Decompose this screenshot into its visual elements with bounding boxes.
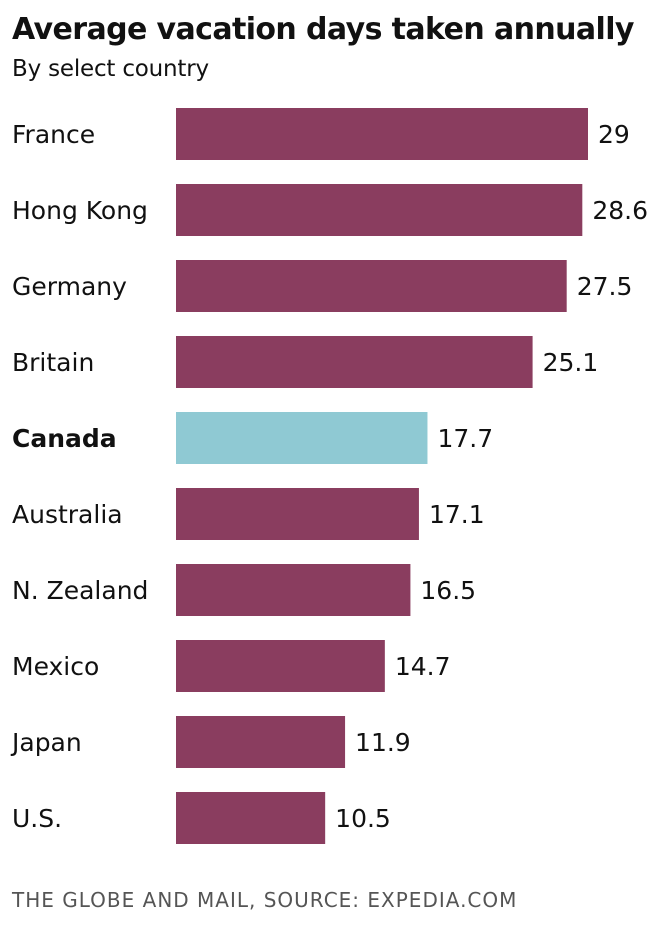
- chart-title: Average vacation days taken annually: [12, 12, 634, 47]
- category-label-japan: Japan: [10, 728, 82, 757]
- category-label-britain: Britain: [12, 348, 94, 377]
- bar-germany: [176, 260, 567, 312]
- value-label-australia: 17.1: [429, 500, 485, 529]
- value-label-britain: 25.1: [543, 348, 599, 377]
- bar-u-s: [176, 792, 326, 844]
- category-label-u-s: U.S.: [12, 804, 62, 833]
- value-label-hong-kong: 28.6: [592, 196, 648, 225]
- bar-mexico: [176, 640, 385, 692]
- bar-hong-kong: [176, 184, 583, 236]
- bar-n-zealand: [176, 564, 411, 616]
- category-label-hong-kong: Hong Kong: [12, 196, 148, 225]
- category-label-mexico: Mexico: [12, 652, 99, 681]
- value-label-n-zealand: 16.5: [420, 576, 476, 605]
- bar-japan: [176, 716, 346, 768]
- bar-france: [176, 108, 588, 160]
- bar-australia: [176, 488, 419, 540]
- category-label-australia: Australia: [12, 500, 123, 529]
- value-label-mexico: 14.7: [395, 652, 451, 681]
- chart-subtitle: By select country: [12, 56, 209, 82]
- bar-canada: [176, 412, 428, 464]
- category-label-germany: Germany: [12, 272, 127, 301]
- value-label-canada: 17.7: [437, 424, 493, 453]
- source-note: THE GLOBE AND MAIL, SOURCE: EXPEDIA.COM: [12, 888, 518, 912]
- bar-britain: [176, 336, 533, 388]
- bar-chart: France 29 Hong Kong 28.6 Germany 27.5 Britain 2…: [10, 108, 648, 844]
- category-label-canada: Canada: [12, 424, 117, 453]
- category-label-france: France: [12, 120, 95, 149]
- value-label-japan: 11.9: [355, 728, 411, 757]
- value-label-u-s: 10.5: [335, 804, 391, 833]
- value-label-france: 29: [598, 120, 630, 149]
- category-label-n-zealand: N. Zealand: [12, 576, 148, 605]
- value-label-germany: 27.5: [577, 272, 633, 301]
